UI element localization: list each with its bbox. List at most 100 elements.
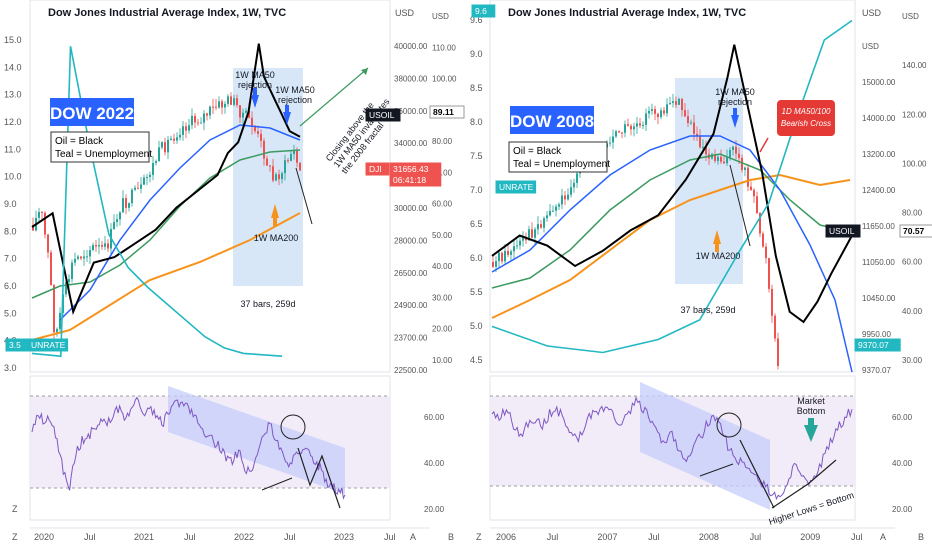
left-header: Dow Jones Industrial Average Index, 1W, … bbox=[48, 7, 286, 19]
right-axis-tick: 60.00 bbox=[432, 200, 453, 209]
candle-body bbox=[158, 147, 160, 162]
left-axis-tick: 8.5 bbox=[470, 83, 483, 93]
candle-body bbox=[513, 246, 515, 252]
candle-body bbox=[155, 161, 157, 164]
right-axis-tick: 120.00 bbox=[902, 110, 927, 119]
left-axis-tick: 10.0 bbox=[4, 172, 22, 182]
candle-body bbox=[768, 258, 770, 289]
candle-body bbox=[675, 101, 677, 105]
left-ma50-rejection-2b: rejection bbox=[278, 95, 312, 105]
left-ma200-label: 1W MA200 bbox=[254, 233, 299, 243]
candle-body bbox=[194, 115, 196, 123]
time-axis-tick: Jul bbox=[851, 532, 863, 542]
candle-body bbox=[185, 126, 187, 131]
candle-body bbox=[218, 101, 220, 108]
time-axis-tick: Z bbox=[12, 532, 18, 542]
right-market-bottom-2: Bottom bbox=[797, 406, 826, 416]
mid-axis-tick: 11050.00 bbox=[862, 258, 895, 267]
right-legend-unemployment: Teal = Unemployment bbox=[513, 159, 610, 170]
candle-body bbox=[678, 98, 680, 105]
candle-body bbox=[41, 211, 43, 213]
candle-body bbox=[212, 106, 214, 108]
price-tag-bg bbox=[365, 108, 401, 122]
candle-body bbox=[738, 153, 740, 158]
candle-body bbox=[146, 176, 148, 178]
candle-body bbox=[161, 142, 163, 148]
corner-A: A bbox=[880, 532, 886, 542]
candle-body bbox=[293, 151, 295, 155]
candle-body bbox=[107, 243, 109, 249]
right-currency: USD bbox=[862, 8, 882, 18]
candle-body bbox=[528, 229, 530, 241]
left-axis-tick: 7.0 bbox=[470, 185, 483, 195]
candle-body bbox=[729, 149, 731, 158]
left-ma50-rejection-2: 1W MA50 bbox=[275, 85, 315, 95]
rsi-line bbox=[31, 396, 346, 500]
right-badge-bg bbox=[510, 106, 594, 134]
left-rsi-channel bbox=[168, 386, 345, 494]
green-arrow-head-icon bbox=[361, 68, 368, 75]
right-axis-tick: 100.00 bbox=[432, 75, 457, 84]
candle-body bbox=[164, 142, 166, 153]
ma50-line bbox=[59, 124, 301, 321]
candle-body bbox=[507, 250, 509, 255]
rsi-axis-tick: 20.00 bbox=[424, 505, 445, 514]
price-tag-bg bbox=[365, 162, 390, 176]
right-market-bottom-1: Market bbox=[797, 396, 825, 406]
price-tag-dji: DJI bbox=[369, 164, 382, 174]
candle-body bbox=[648, 110, 650, 114]
price-tag-unrate: UNRATE bbox=[31, 340, 66, 350]
price-tag-bg bbox=[471, 4, 496, 18]
left-price-pane bbox=[29, 0, 391, 373]
mid-axis-tick: 36000.00 bbox=[394, 107, 428, 116]
candle-body bbox=[236, 98, 238, 106]
price-tag-9370-07: 9370.07 bbox=[858, 340, 889, 350]
price-tag-bg bbox=[429, 105, 465, 119]
right-badge-title: DOW 2008 bbox=[510, 112, 594, 131]
right-axis-tick: 40.00 bbox=[902, 307, 923, 316]
panel-right bbox=[489, 0, 856, 521]
left-bars-label: 37 bars, 259d bbox=[240, 299, 295, 309]
candle-body bbox=[92, 245, 94, 251]
candle-body bbox=[173, 138, 175, 141]
left-axis-tick: 3.0 bbox=[4, 363, 17, 373]
time-axis-tick: 2023 bbox=[334, 532, 354, 542]
rsi-higher-lows-line bbox=[771, 459, 837, 509]
rsi-higher-low-line bbox=[261, 477, 293, 491]
blue-arrow-down-icon bbox=[283, 112, 291, 125]
candle-body bbox=[663, 110, 665, 114]
left-axis-tick: 4.5 bbox=[470, 355, 483, 365]
candle-body bbox=[753, 189, 755, 197]
candle-body bbox=[672, 101, 674, 103]
left-ma50-rejection-1b: rejection bbox=[238, 80, 272, 90]
right-price-pane bbox=[489, 0, 856, 373]
corner-A: A bbox=[410, 532, 416, 542]
candle-body bbox=[501, 252, 503, 262]
price-tag-89-11: 89.11 bbox=[433, 107, 454, 117]
mid-axis-tick: 13200.00 bbox=[862, 150, 896, 159]
left-axis-tick: 9.0 bbox=[4, 199, 17, 209]
candle-body bbox=[251, 117, 253, 127]
left-rsi bbox=[31, 396, 346, 500]
candle-body bbox=[269, 165, 271, 167]
left-badge-bg bbox=[50, 98, 134, 126]
candle-body bbox=[747, 167, 749, 187]
candle-body bbox=[182, 126, 184, 135]
candle-body bbox=[774, 315, 776, 339]
candle-body bbox=[38, 211, 40, 218]
candle-body bbox=[224, 103, 226, 108]
candle-body bbox=[669, 102, 671, 105]
candle-body bbox=[170, 138, 172, 140]
candle-body bbox=[275, 174, 277, 181]
time-axis-tick: 2008 bbox=[699, 532, 719, 542]
candle-body bbox=[750, 186, 752, 190]
candle-body bbox=[633, 126, 635, 130]
time-axis-tick: Jul bbox=[184, 532, 196, 542]
candle-body bbox=[516, 245, 518, 247]
candle-body bbox=[104, 243, 106, 247]
mid-axis-tick: USD bbox=[862, 42, 879, 51]
ma50-line bbox=[491, 135, 853, 373]
rsi-axis-tick: 60.00 bbox=[892, 413, 913, 422]
price-tag-9-6: 9.6 bbox=[475, 6, 487, 16]
